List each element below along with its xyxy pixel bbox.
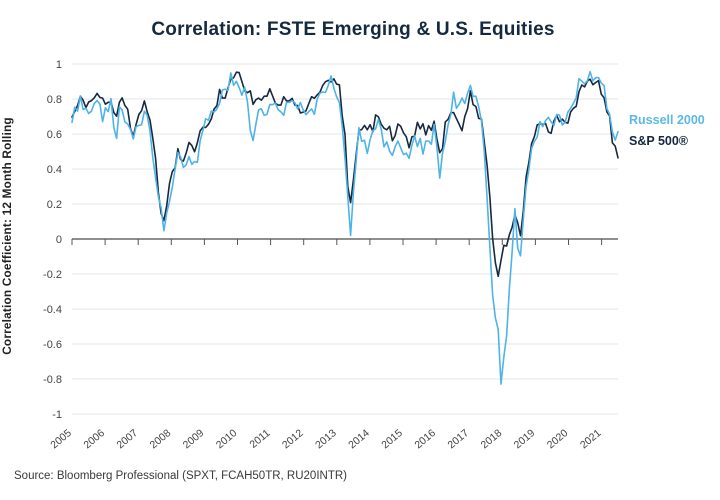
svg-text:0.6: 0.6 [47, 129, 62, 141]
svg-text:-0.8: -0.8 [43, 374, 62, 386]
svg-text:0: 0 [56, 234, 62, 246]
svg-text:2012: 2012 [280, 427, 306, 451]
svg-text:2018: 2018 [479, 427, 505, 451]
svg-text:2020: 2020 [545, 427, 571, 451]
svg-text:2016: 2016 [412, 427, 438, 451]
svg-text:2005: 2005 [48, 427, 74, 451]
svg-text:2011: 2011 [248, 427, 273, 451]
svg-text:2013: 2013 [313, 427, 339, 451]
svg-text:-0.2: -0.2 [43, 269, 62, 281]
svg-text:2007: 2007 [115, 427, 141, 451]
svg-text:0.2: 0.2 [47, 199, 62, 211]
svg-text:0.8: 0.8 [47, 94, 62, 106]
svg-text:2017: 2017 [446, 427, 472, 451]
svg-text:-1: -1 [52, 409, 62, 421]
svg-text:2008: 2008 [148, 427, 174, 451]
svg-text:-0.4: -0.4 [43, 304, 62, 316]
svg-text:0.4: 0.4 [47, 164, 62, 176]
svg-text:2009: 2009 [181, 427, 207, 451]
svg-text:2006: 2006 [81, 427, 107, 451]
svg-text:1: 1 [56, 59, 62, 71]
svg-text:2010: 2010 [214, 427, 240, 451]
svg-text:2015: 2015 [379, 427, 405, 451]
svg-text:-0.6: -0.6 [43, 339, 62, 351]
svg-text:2014: 2014 [346, 427, 372, 451]
svg-text:2021: 2021 [578, 427, 604, 451]
svg-text:2019: 2019 [512, 427, 538, 451]
